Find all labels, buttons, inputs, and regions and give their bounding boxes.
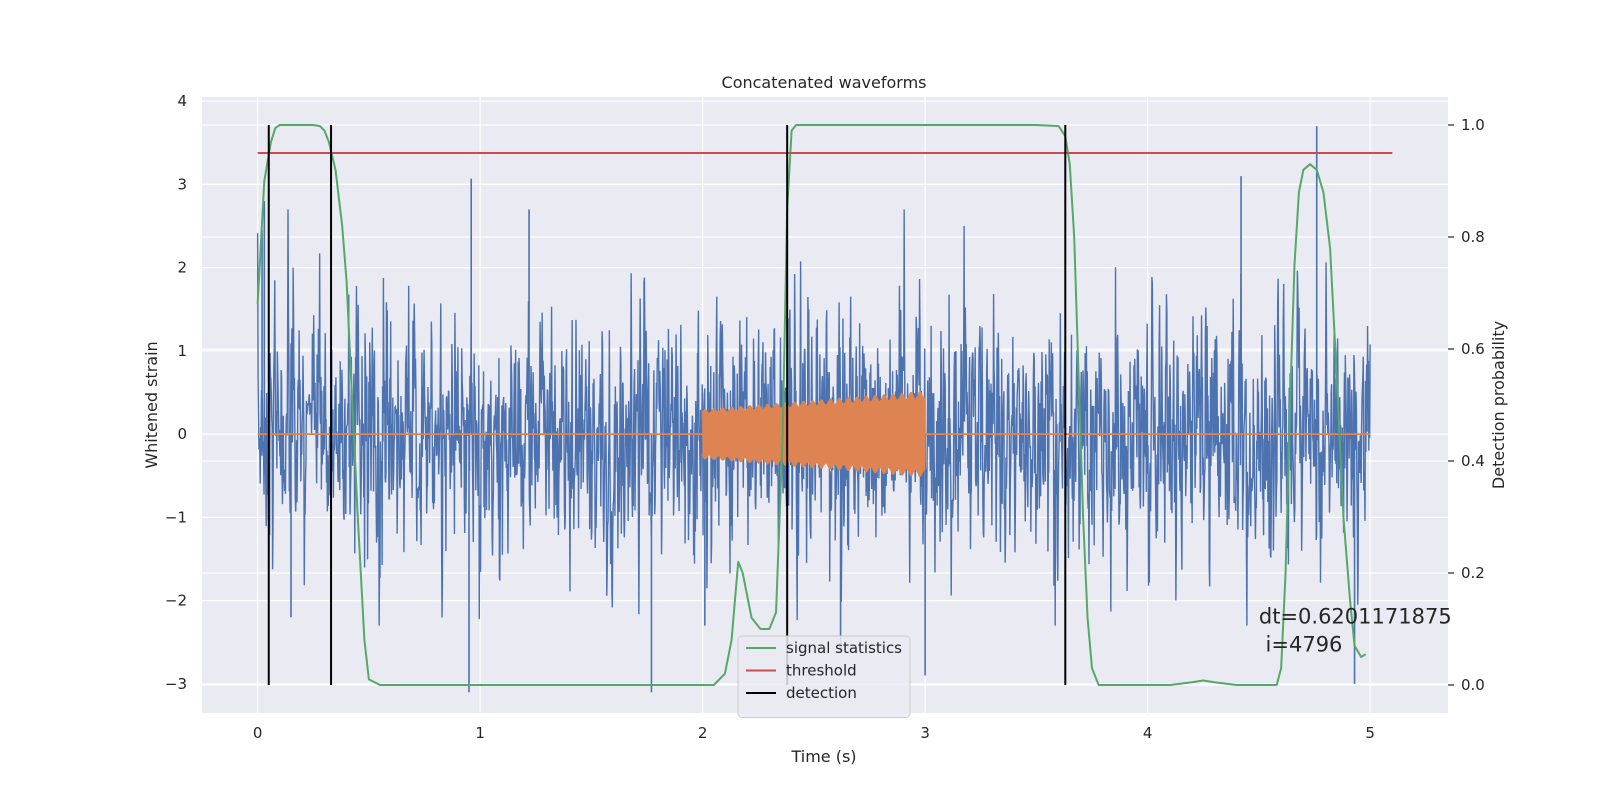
y2-tick-label: 0.8 (1461, 228, 1485, 246)
y2-tick-label: 0.4 (1461, 452, 1485, 470)
annotation-text: dt=0.6201171875 (1259, 604, 1452, 628)
legend: signal statistics threshold detection (737, 635, 911, 718)
legend-label: threshold (786, 662, 857, 680)
annotations: dt=0.6201171875 i=4796 (1259, 604, 1452, 656)
y-tick-label: 0 (177, 425, 187, 443)
x-tick-labels: 0 1 2 3 4 5 (253, 724, 1375, 742)
x-tick-label: 5 (1365, 724, 1375, 742)
x-tick-label: 4 (1143, 724, 1153, 742)
y-axis-label: Whitened strain (142, 341, 161, 468)
y2-axis-label: Detection probability (1489, 321, 1508, 489)
annotation-text: i=4796 (1266, 632, 1343, 656)
x-tick-label: 2 (698, 724, 708, 742)
y2-tick-label: 0.6 (1461, 340, 1485, 358)
legend-box (737, 635, 911, 718)
y-tick-label: 3 (177, 175, 187, 193)
x-tick-label: 1 (475, 724, 485, 742)
chart-title: Concatenated waveforms (722, 73, 927, 92)
y2-tick-label: 0.0 (1461, 676, 1485, 694)
signal-statistics-line (256, 124, 1367, 686)
y2-tick-labels: 0.0 0.2 0.4 0.6 0.8 1.0 (1448, 116, 1485, 694)
y2-tick-label: 0.2 (1461, 564, 1485, 582)
y2-tick-label: 1.0 (1461, 116, 1485, 134)
y-tick-labels: −3 −2 −1 0 1 2 3 4 (165, 92, 187, 693)
x-axis-label: Time (s) (790, 747, 856, 766)
y-tick-label: −1 (165, 508, 187, 526)
y-tick-label: 1 (177, 342, 187, 360)
legend-label: detection (786, 684, 857, 702)
y-tick-label: −2 (165, 592, 187, 610)
data-layer (256, 124, 1393, 693)
legend-label: signal statistics (786, 639, 902, 657)
chirp-signal-line (701, 391, 926, 477)
y-tick-label: 4 (177, 92, 187, 110)
y-tick-label: 2 (177, 259, 187, 277)
y-tick-label: −3 (165, 675, 187, 693)
x-tick-label: 0 (253, 724, 263, 742)
x-tick-label: 3 (920, 724, 930, 742)
